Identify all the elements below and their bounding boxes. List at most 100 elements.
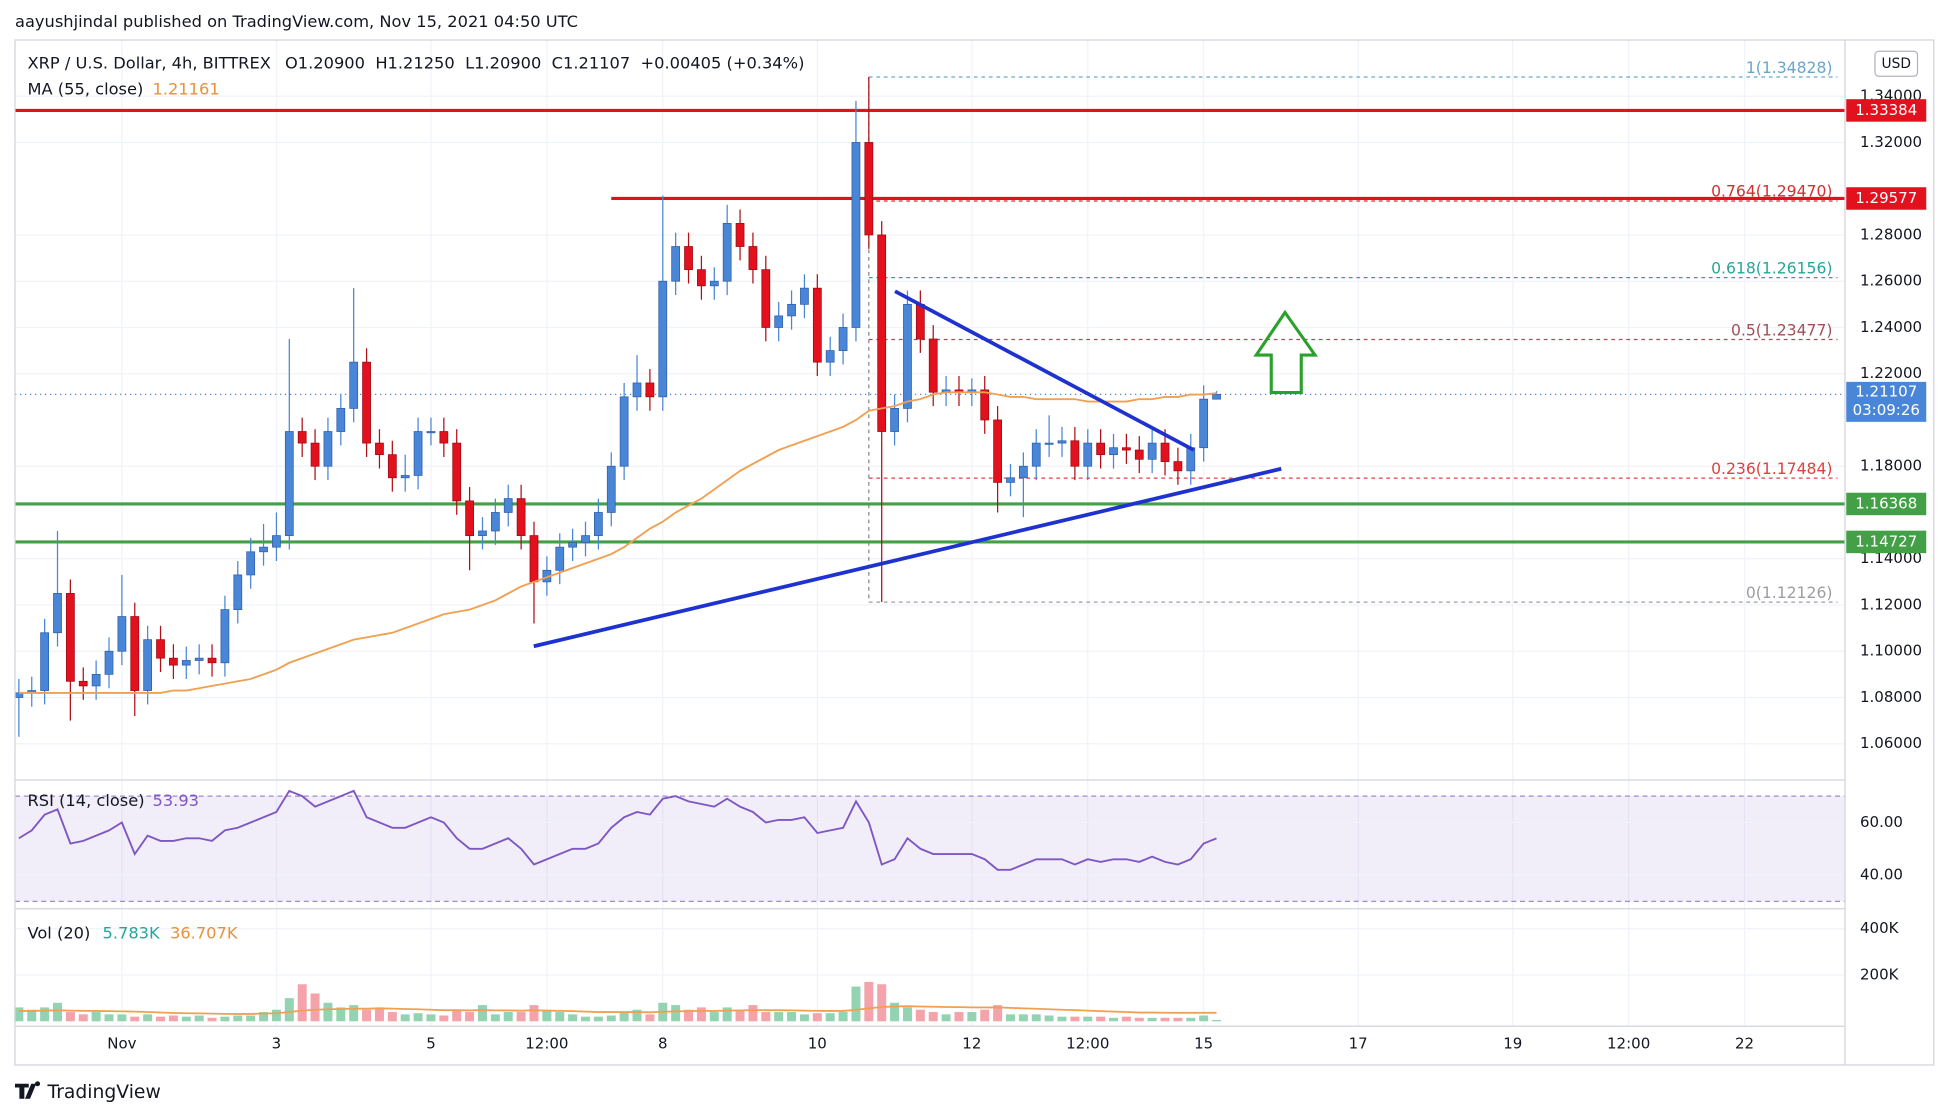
candle-body (78, 680, 88, 687)
candle-body (297, 431, 307, 444)
candle-body (207, 657, 217, 664)
candle-body (1070, 440, 1080, 467)
candle-body (1109, 447, 1118, 456)
volume-bar (1147, 1017, 1157, 1022)
candle-body (864, 142, 874, 236)
candle-body (1006, 477, 1015, 483)
candle-body (529, 535, 539, 583)
candle-body (1083, 442, 1093, 467)
level-label: 1.29577 (1855, 189, 1917, 207)
frame (14, 39, 1935, 1066)
candle-body (413, 431, 423, 476)
candle-body (516, 498, 526, 536)
y-tick-label: 200K (1860, 966, 1900, 984)
rsi-band (15, 796, 1846, 902)
volume-bar (1199, 1015, 1209, 1022)
ohlc: O1.20900 H1.21250 L1.20900 C1.21107 +0.0… (285, 53, 804, 72)
level-label: 1.16368 (1855, 494, 1917, 512)
volume-bar (967, 1012, 977, 1022)
y-tick-label: 1.24000 (1860, 318, 1922, 336)
currency: USD (1882, 56, 1911, 72)
candle-body (284, 431, 294, 536)
volume-bar (40, 1007, 50, 1022)
candle-body (439, 431, 449, 444)
y-tick-label: 1.08000 (1860, 688, 1922, 706)
volume-bar (104, 1014, 114, 1022)
candle-body (980, 389, 990, 421)
candle-body (233, 574, 243, 610)
volume-bar (426, 1014, 436, 1022)
volume-bar (980, 1009, 990, 1022)
volume-bar (825, 1013, 835, 1022)
fib-label: 0.236(1.17484) (1711, 460, 1832, 478)
volume-bar (568, 1014, 578, 1022)
volume-bar (581, 1016, 591, 1022)
candle-body (452, 442, 462, 502)
volume-bar (477, 1005, 487, 1022)
level-label: 1.33384 (1855, 101, 1917, 119)
candle-body (684, 246, 693, 271)
x-tick-label: 12 (962, 1034, 981, 1052)
level-label: 1.14727 (1855, 532, 1917, 550)
volume-bar (1160, 1017, 1170, 1022)
grid (15, 39, 1846, 1027)
volume-bar (1186, 1017, 1196, 1022)
candle-body (259, 546, 268, 553)
candle-body (272, 535, 281, 548)
y-tick-label: 400K (1860, 919, 1900, 937)
candle-body (709, 280, 719, 287)
candle-body (362, 361, 371, 444)
volume-bar (400, 1014, 410, 1022)
y-tick-label: 1.18000 (1860, 457, 1922, 475)
volume-bar (1057, 1016, 1067, 1022)
candle-body (387, 454, 397, 479)
candle-body (91, 673, 101, 687)
volume-bar (1212, 1019, 1222, 1022)
candle-body (53, 593, 62, 634)
volume-bar (645, 1014, 655, 1022)
volume-bar (1044, 1015, 1054, 1022)
volume-bar (1109, 1017, 1119, 1022)
volume-bar (593, 1016, 603, 1022)
volume-bar (1096, 1016, 1106, 1022)
volume-bar (555, 1012, 565, 1022)
volume-bar (91, 1012, 101, 1022)
price-pane: 1(1.34828) 0.764(1.29470) 0.618(1.26156) 0.… (14, 59, 1845, 1022)
arrow (1253, 309, 1319, 395)
candle-body (890, 408, 899, 432)
countdown: 03:09:26 (1853, 401, 1920, 419)
fib-label: 0.618(1.26156) (1711, 259, 1832, 277)
candle-body (735, 223, 745, 247)
volume-bar (259, 1012, 269, 1022)
level-label-box (1846, 530, 1927, 554)
candle-body (169, 657, 178, 666)
y-tick-label: 1.32000 (1860, 133, 1922, 151)
x-tick-label: 19 (1503, 1034, 1522, 1052)
candle-body (581, 535, 590, 543)
candle-body (323, 431, 333, 467)
candle-body (40, 632, 49, 691)
volume-bar (297, 984, 307, 1022)
volume-bar (156, 1016, 166, 1022)
candle-body (645, 382, 655, 398)
volume-bar (220, 1016, 230, 1022)
volume-bar (1173, 1017, 1183, 1022)
volume-bar (387, 1012, 397, 1022)
volume-bar (684, 1009, 694, 1022)
candle-body (220, 609, 230, 664)
volume-bar (671, 1005, 681, 1022)
volume-bar (696, 1007, 706, 1022)
candle-body (1134, 449, 1144, 460)
candle-body (812, 287, 822, 363)
candle-body (194, 657, 204, 661)
volume-bar (1083, 1016, 1093, 1022)
y-tick-label: 1.06000 (1860, 734, 1922, 752)
y-tick-label: 60.00 (1860, 813, 1903, 831)
volume-bar (490, 1014, 500, 1022)
candle-body (400, 475, 410, 479)
price-label-box (1846, 381, 1927, 422)
vol-ma-value: 36.707K (170, 923, 238, 942)
volume-bar (271, 1009, 281, 1022)
currency-box (1874, 50, 1919, 77)
candle-body (246, 551, 256, 576)
